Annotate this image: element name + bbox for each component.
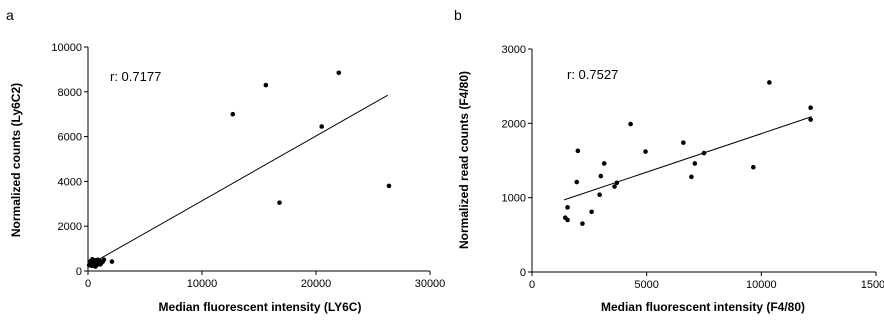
data-point-a <box>86 262 92 268</box>
x-tick-label-a: 30000 <box>415 278 446 290</box>
data-point-b <box>565 217 570 223</box>
data-point-b <box>643 149 648 154</box>
panel-letter-b: b <box>454 7 462 23</box>
y-tick-label-a: 4000 <box>58 176 82 188</box>
data-point-b <box>565 205 570 210</box>
data-point-b <box>767 80 772 85</box>
data-point-a <box>94 262 99 268</box>
y-tick-label-a: 2000 <box>58 221 82 233</box>
data-point-a <box>386 183 392 189</box>
data-point-a <box>263 82 269 88</box>
x-tick-label-a: 20000 <box>301 278 332 290</box>
data-point-a <box>90 257 95 262</box>
y-tick-label-b: 2000 <box>502 118 526 130</box>
data-point-b <box>808 105 813 111</box>
data-point-b <box>612 184 617 189</box>
data-point-b <box>597 192 602 197</box>
x-axis-title-b: Median fluorescent intensity (F4/80) <box>601 300 805 314</box>
data-point-b <box>574 179 580 185</box>
data-point-b <box>681 140 686 145</box>
y-axis-title-a: Normalized counts (Ly6C2) <box>9 83 23 237</box>
x-tick-label-b: 5000 <box>634 279 658 291</box>
data-point-b <box>751 164 756 170</box>
data-point-b <box>598 173 604 179</box>
data-point-a <box>95 257 100 263</box>
data-point-a <box>109 259 115 264</box>
data-point-b <box>808 117 813 122</box>
y-tick-label-b: 0 <box>520 267 526 279</box>
chart-panel-b: b r: 0.7527 Median fluorescent intensity… <box>454 7 884 314</box>
data-point-b <box>601 161 607 166</box>
chart-panel-a: a r: 0.7177 Median fluorescent intensity… <box>6 7 445 314</box>
y-tick-label-b: 3000 <box>502 44 526 56</box>
data-point-b <box>689 174 694 180</box>
panel-letter-a: a <box>6 7 14 23</box>
y-tick-label-a: 6000 <box>58 132 82 144</box>
correlation-label-a: r: 0.7177 <box>110 69 161 84</box>
x-tick-label-b: 0 <box>529 279 535 291</box>
data-point-a <box>230 111 236 117</box>
x-tick-label-a: 10000 <box>187 278 218 290</box>
y-tick-label-a: 8000 <box>58 87 82 99</box>
data-point-a <box>319 124 325 129</box>
data-point-b <box>575 148 581 154</box>
data-point-a <box>336 70 342 76</box>
x-tick-label-a: 0 <box>85 278 91 290</box>
data-point-a <box>100 259 106 264</box>
data-point-b <box>628 121 633 127</box>
data-point-b <box>580 221 585 226</box>
correlation-label-b: r: 0.7527 <box>567 67 618 82</box>
regression-line-b <box>563 116 812 201</box>
data-point-b <box>589 209 594 215</box>
y-tick-label-b: 1000 <box>502 193 526 205</box>
x-axis-title-a: Median fluorescent intensity (LY6C) <box>159 300 362 314</box>
y-tick-label-a: 10000 <box>51 42 82 54</box>
x-tick-label-b: 10000 <box>746 279 777 291</box>
regression-line-a <box>90 94 389 265</box>
data-point-b <box>692 161 698 166</box>
data-point-b <box>614 180 620 186</box>
y-tick-label-a: 0 <box>76 266 82 278</box>
data-point-b <box>701 150 707 156</box>
data-point-a <box>277 200 282 205</box>
y-axis-title-b: Normalized read counts (F4/80) <box>457 71 471 249</box>
